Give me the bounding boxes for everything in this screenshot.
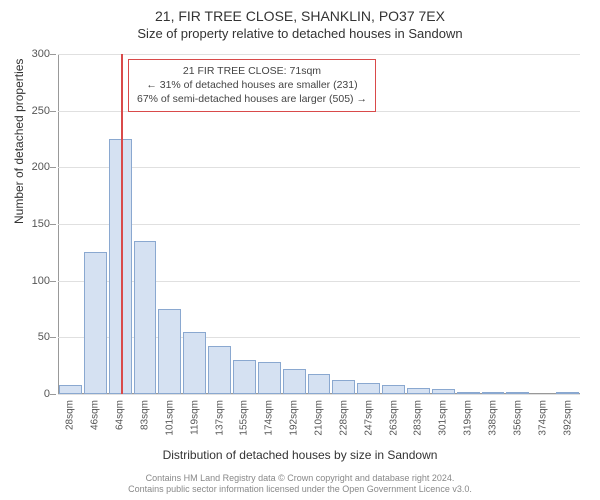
histogram-bar	[158, 309, 181, 394]
xaxis-tick-label: 137sqm	[214, 400, 225, 436]
footer-line1: Contains HM Land Registry data © Crown c…	[0, 473, 600, 485]
histogram-bar	[382, 385, 405, 394]
xaxis-tick-label: 28sqm	[65, 400, 76, 430]
ytick	[50, 394, 56, 395]
ytick	[50, 111, 56, 112]
xaxis-tick-label: 338sqm	[488, 400, 499, 436]
yaxis-tick-label: 200	[32, 161, 50, 173]
xaxis-tick-label: 46sqm	[90, 400, 101, 430]
xaxis-tick-label: 392sqm	[562, 400, 573, 436]
histogram-bar	[109, 139, 132, 394]
yaxis-tick-label: 150	[32, 218, 50, 230]
histogram-bar	[84, 252, 107, 394]
xaxis-tick-label: 210sqm	[314, 400, 325, 436]
xaxis-tick-label: 228sqm	[338, 400, 349, 436]
yaxis-tick-label: 50	[38, 331, 50, 343]
yaxis-tick-label: 300	[32, 48, 50, 60]
yaxis-tick-label: 0	[44, 388, 50, 400]
histogram-bar	[357, 383, 380, 394]
xaxis-tick-label: 64sqm	[115, 400, 126, 430]
footer-attribution: Contains HM Land Registry data © Crown c…	[0, 473, 600, 496]
footer-line2: Contains public sector information licen…	[0, 484, 600, 496]
ytick	[50, 281, 56, 282]
yaxis-tick-label: 100	[32, 275, 50, 287]
plot-area: 05010015020025030028sqm46sqm64sqm83sqm10…	[58, 54, 580, 394]
chart-subtitle: Size of property relative to detached ho…	[0, 24, 600, 41]
histogram-bar	[134, 241, 157, 394]
histogram-bar	[208, 346, 231, 394]
histogram-bar	[233, 360, 256, 394]
subject-marker-line	[121, 54, 123, 394]
histogram-bar	[183, 332, 206, 394]
histogram-bar	[506, 392, 529, 394]
histogram-bar	[482, 392, 505, 394]
histogram-bar	[283, 369, 306, 394]
chart-title-address: 21, FIR TREE CLOSE, SHANKLIN, PO37 7EX	[0, 0, 600, 24]
ytick	[50, 337, 56, 338]
xaxis-tick-label: 283sqm	[413, 400, 424, 436]
histogram-bar	[457, 392, 480, 394]
gridline	[58, 167, 580, 168]
yaxis-tick-label: 250	[32, 105, 50, 117]
xaxis-tick-label: 301sqm	[438, 400, 449, 436]
histogram-bar	[258, 362, 281, 394]
histogram-bar	[308, 374, 331, 394]
histogram-bar	[432, 389, 455, 394]
gridline	[58, 224, 580, 225]
histogram-bar	[556, 392, 579, 394]
yaxis-title: Number of detached properties	[12, 59, 26, 224]
histogram-bar	[59, 385, 82, 394]
histogram-bar	[332, 380, 355, 394]
gridline	[58, 54, 580, 55]
histogram-bar	[407, 388, 430, 394]
gridline	[58, 394, 580, 395]
ytick	[50, 224, 56, 225]
xaxis-tick-label: 174sqm	[264, 400, 275, 436]
xaxis-tick-label: 83sqm	[140, 400, 151, 430]
xaxis-title: Distribution of detached houses by size …	[0, 448, 600, 462]
xaxis-tick-label: 192sqm	[289, 400, 300, 436]
xaxis-tick-label: 374sqm	[537, 400, 548, 436]
info-box-line: 21 FIR TREE CLOSE: 71sqm	[137, 64, 367, 78]
subject-info-box: 21 FIR TREE CLOSE: 71sqm← 31% of detache…	[128, 59, 376, 112]
xaxis-tick-label: 155sqm	[239, 400, 250, 436]
chart-container: 21, FIR TREE CLOSE, SHANKLIN, PO37 7EX S…	[0, 0, 600, 500]
info-box-line: 67% of semi-detached houses are larger (…	[137, 92, 367, 106]
xaxis-tick-label: 319sqm	[463, 400, 474, 436]
ytick	[50, 54, 56, 55]
xaxis-tick-label: 263sqm	[388, 400, 399, 436]
ytick	[50, 167, 56, 168]
xaxis-tick-label: 356sqm	[512, 400, 523, 436]
xaxis-tick-label: 247sqm	[363, 400, 374, 436]
xaxis-tick-label: 119sqm	[189, 400, 200, 435]
xaxis-tick-label: 101sqm	[164, 400, 175, 436]
info-box-line: ← 31% of detached houses are smaller (23…	[137, 78, 367, 92]
